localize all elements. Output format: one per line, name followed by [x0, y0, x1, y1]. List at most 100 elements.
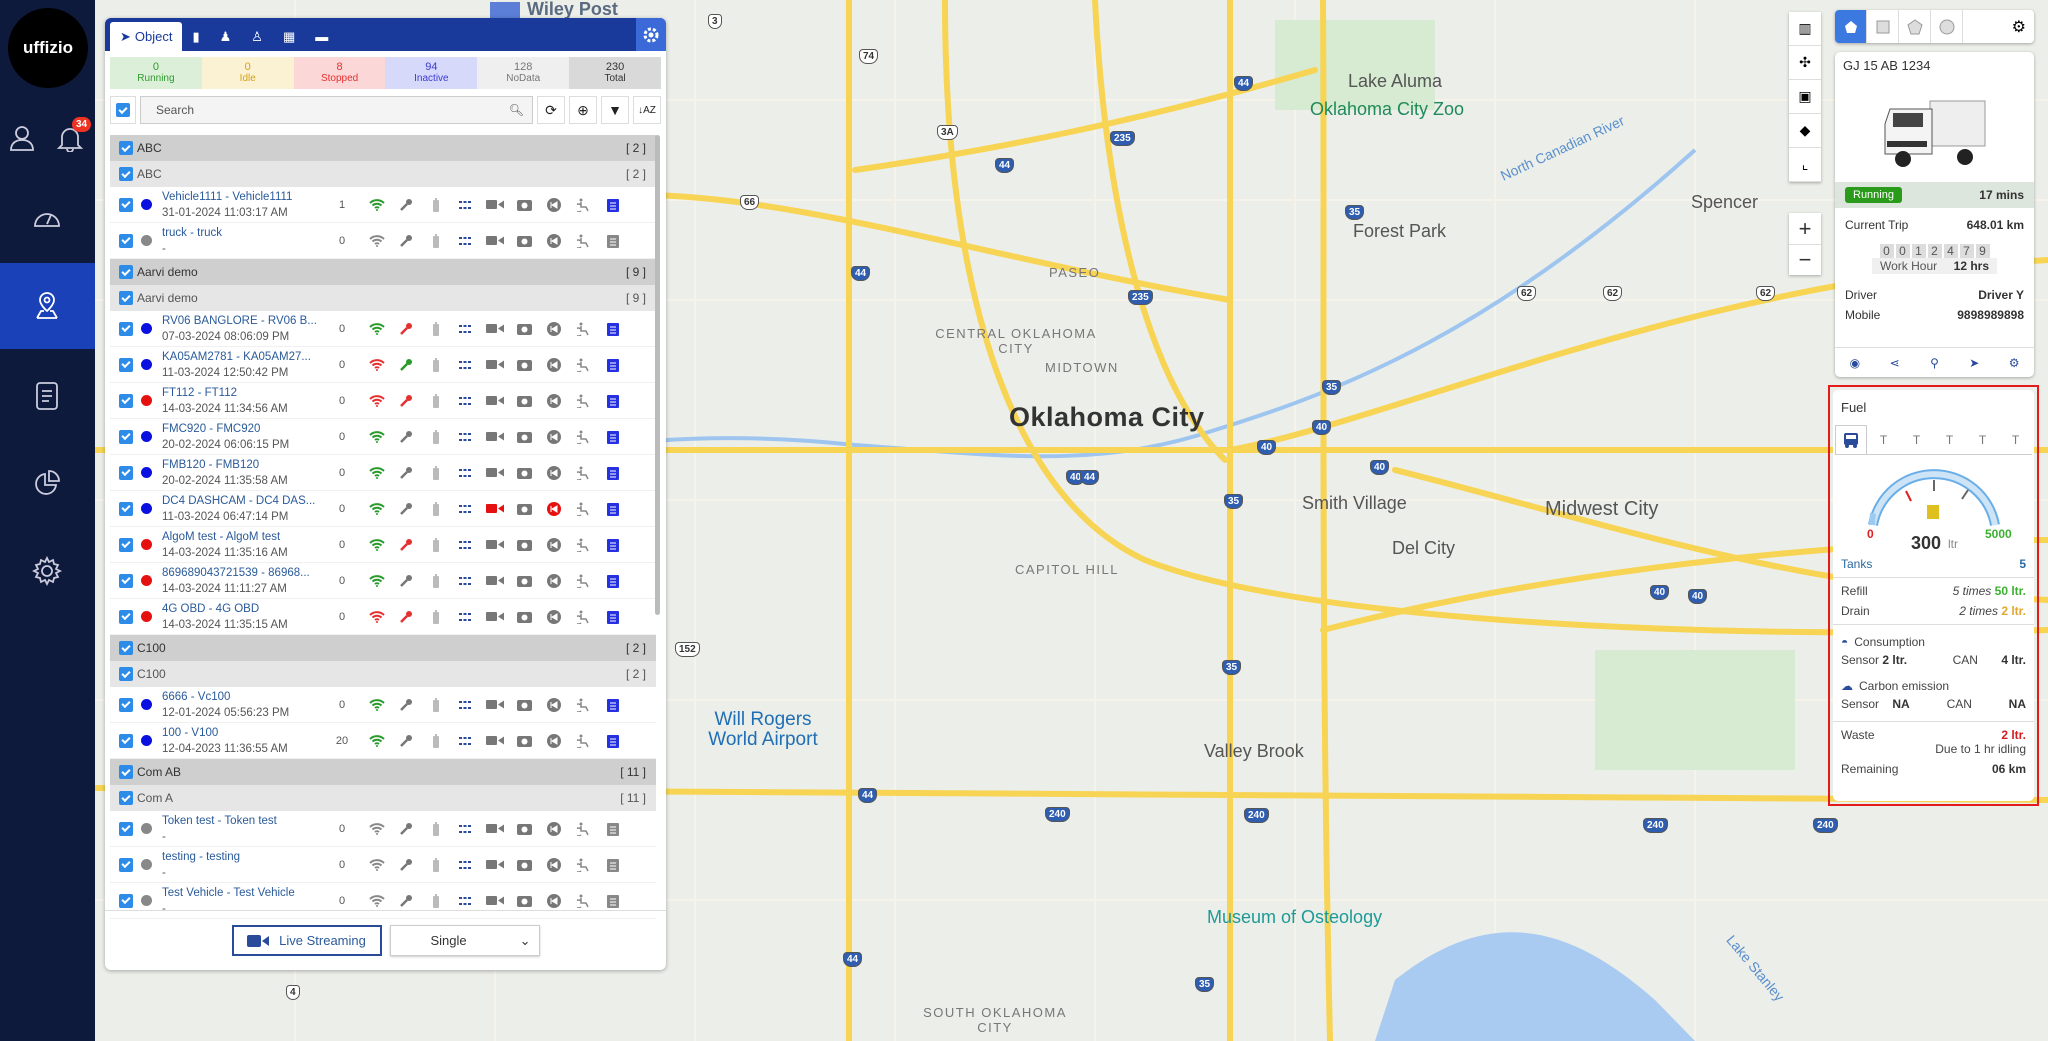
record-icon[interactable]	[539, 501, 569, 516]
vehicle-name[interactable]: Token test - Token test	[162, 814, 277, 827]
route-playback-icon[interactable]	[451, 395, 481, 407]
group-checkbox[interactable]	[119, 265, 133, 279]
vehicle-checkbox[interactable]	[119, 697, 133, 712]
live-streaming-button[interactable]: Live Streaming	[231, 925, 382, 956]
report-clipboard-icon[interactable]	[598, 197, 628, 212]
map-layers-icon[interactable]: ▥	[1789, 12, 1821, 46]
group-checkbox[interactable]	[119, 141, 133, 155]
vehicle-name[interactable]: KA05AM2781 - KA05AM27...	[162, 350, 311, 363]
search-input[interactable]: Search 🔍︎	[140, 96, 533, 124]
vehicle-row[interactable]: 4G OBD - 4G OBD 14-03-2024 11:35:15 AM 0	[110, 599, 656, 635]
video-camera-icon[interactable]	[480, 611, 510, 622]
tab-chat-icon[interactable]: ▬	[315, 29, 329, 44]
route-playback-icon[interactable]	[451, 323, 481, 335]
search-settings-icon[interactable]: ⚙	[2008, 356, 2020, 370]
panel-settings-gear-icon[interactable]	[636, 18, 666, 51]
list-scrollbar[interactable]	[655, 135, 660, 615]
vehicle-row[interactable]: truck - truck - 0	[110, 223, 656, 259]
video-camera-icon[interactable]	[480, 895, 510, 906]
record-icon[interactable]	[539, 393, 569, 408]
subgroup-checkbox[interactable]	[119, 667, 133, 681]
vehicle-name[interactable]: testing - testing	[162, 850, 240, 863]
reports-document-icon[interactable]	[27, 376, 67, 416]
vehicle-name[interactable]: 869689043721539 - 86968...	[162, 566, 310, 579]
refresh-icon[interactable]: ⟳	[537, 96, 565, 124]
record-icon[interactable]	[539, 821, 569, 836]
vehicle-row[interactable]: KA05AM2781 - KA05AM27... 11-03-2024 12:50…	[110, 347, 656, 383]
signal-wifi-icon[interactable]	[362, 502, 392, 515]
record-icon[interactable]	[539, 233, 569, 248]
route-playback-icon[interactable]	[451, 611, 481, 623]
poi-pentagon-icon[interactable]	[1835, 10, 1867, 43]
route-playback-icon[interactable]	[451, 199, 481, 211]
video-camera-icon[interactable]	[480, 735, 510, 746]
route-playback-icon[interactable]	[451, 539, 481, 551]
vehicle-checkbox[interactable]	[119, 609, 133, 624]
ignition-key-icon[interactable]	[392, 610, 422, 624]
group-checkbox[interactable]	[119, 765, 133, 779]
vehicle-row[interactable]: 6666 - Vc100 12-01-2024 05:56:23 PM 0	[110, 687, 656, 723]
battery-icon[interactable]	[421, 893, 451, 908]
battery-icon[interactable]	[421, 857, 451, 872]
video-camera-icon[interactable]	[480, 467, 510, 478]
battery-icon[interactable]	[421, 393, 451, 408]
tab-clipboard-icon[interactable]: ▮	[192, 28, 200, 44]
navigate-arrow-icon[interactable]: ➤	[1969, 356, 1980, 370]
stat-idle[interactable]: 0 Idle	[201, 57, 294, 89]
route-playback-icon[interactable]	[451, 503, 481, 515]
vehicle-checkbox[interactable]	[119, 233, 133, 248]
ignition-key-icon[interactable]	[392, 574, 422, 588]
battery-icon[interactable]	[421, 197, 451, 212]
report-clipboard-icon[interactable]	[598, 821, 628, 836]
circle-shape-icon[interactable]	[1931, 10, 1963, 43]
group-header[interactable]: C100 [ 2 ]	[110, 635, 656, 661]
vehicle-row[interactable]: DC4 DASHCAM - DC4 DAS... 11-03-2024 06:47…	[110, 491, 656, 527]
record-icon[interactable]	[539, 573, 569, 588]
tab-tank-sensor-icon[interactable]: T	[1945, 432, 1954, 447]
record-icon[interactable]	[539, 893, 569, 908]
report-clipboard-icon[interactable]	[598, 321, 628, 336]
video-camera-icon[interactable]	[480, 323, 510, 334]
vehicle-name[interactable]: 100 - V100	[162, 726, 219, 739]
snapshot-camera-icon[interactable]	[510, 198, 540, 211]
accessibility-icon[interactable]	[569, 394, 599, 408]
stat-running[interactable]: 0 Running	[110, 57, 202, 89]
stat-nodata[interactable]: 128 NoData	[477, 57, 570, 89]
tab-person-icon[interactable]: ♙	[251, 28, 263, 44]
report-clipboard-icon[interactable]	[598, 393, 628, 408]
route-playback-icon[interactable]	[451, 895, 481, 907]
vehicle-checkbox[interactable]	[119, 501, 133, 516]
ignition-key-icon[interactable]	[392, 858, 422, 872]
settings-gear-icon[interactable]	[27, 551, 67, 591]
subgroup-header[interactable]: Com A [ 11 ]	[110, 785, 656, 811]
search-icon[interactable]: 🔍︎	[508, 103, 524, 117]
signal-wifi-icon[interactable]	[362, 894, 392, 907]
snapshot-camera-icon[interactable]	[510, 538, 540, 551]
battery-icon[interactable]	[421, 233, 451, 248]
accessibility-icon[interactable]	[569, 734, 599, 748]
vehicle-row[interactable]: Vehicle1111 - Vehicle1111 31-01-2024 11:0…	[110, 187, 656, 223]
video-camera-icon[interactable]	[480, 859, 510, 870]
signal-wifi-icon[interactable]	[362, 822, 392, 835]
vehicle-row[interactable]: AlgoM test - AlgoM test 14-03-2024 11:35:…	[110, 527, 656, 563]
snapshot-camera-icon[interactable]	[510, 574, 540, 587]
polygon-shape-icon[interactable]	[1899, 10, 1931, 43]
record-icon[interactable]	[539, 537, 569, 552]
route-playback-icon[interactable]	[451, 859, 481, 871]
record-icon[interactable]	[539, 197, 569, 212]
report-clipboard-icon[interactable]	[598, 857, 628, 872]
stat-inactive[interactable]: 94 Inactive	[385, 57, 478, 89]
signal-wifi-icon[interactable]	[362, 358, 392, 371]
tab-tank-sensor-icon[interactable]: T	[1879, 432, 1888, 447]
shape-settings-gear-icon[interactable]: ⚙	[2011, 18, 2026, 36]
report-clipboard-icon[interactable]	[598, 733, 628, 748]
record-icon[interactable]	[539, 609, 569, 624]
vehicle-checkbox[interactable]	[119, 733, 133, 748]
vehicle-name[interactable]: truck - truck	[162, 226, 223, 239]
select-all-checkbox[interactable]	[110, 96, 136, 124]
video-camera-icon[interactable]	[480, 539, 510, 550]
video-camera-icon[interactable]	[480, 823, 510, 834]
view-eye-icon[interactable]: ◉	[1849, 356, 1861, 370]
snapshot-camera-icon[interactable]	[510, 894, 540, 907]
subgroup-checkbox[interactable]	[119, 167, 133, 181]
